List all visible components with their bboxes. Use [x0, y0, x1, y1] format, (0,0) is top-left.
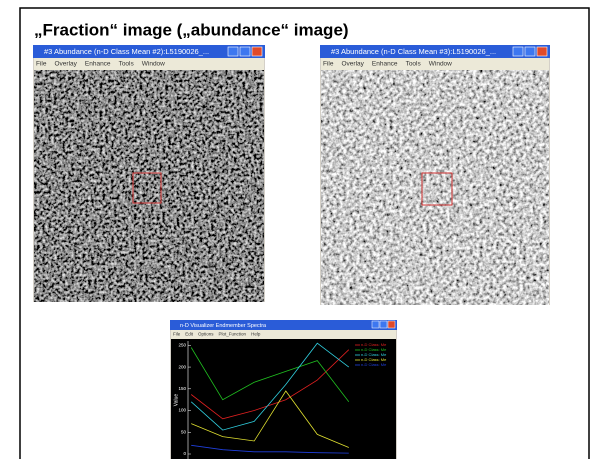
maximize-button[interactable]: [380, 321, 387, 328]
menu-item[interactable]: Tools: [119, 61, 135, 68]
y-tick-label: 100: [178, 408, 186, 413]
y-tick-label: 50: [181, 429, 187, 434]
minimize-button[interactable]: [372, 321, 379, 328]
menu-item[interactable]: Enhance: [85, 61, 111, 68]
menu-item[interactable]: Tools: [406, 61, 422, 68]
menu-item[interactable]: Enhance: [372, 61, 398, 68]
maximize-button[interactable]: [525, 47, 535, 56]
window: #3 Abundance (n-D Class Mean #3):L519002…: [320, 45, 550, 305]
maximize-button[interactable]: [240, 47, 250, 56]
window-title: n-D Visualizer Endmember Spectra: [180, 323, 267, 329]
menu-item[interactable]: File: [323, 61, 334, 68]
legend-label: n-D Class: Me: [361, 362, 387, 367]
image-texture: [321, 70, 549, 305]
menu-item[interactable]: Edit: [185, 332, 194, 337]
y-tick-label: 250: [178, 343, 186, 348]
image-texture: [34, 70, 264, 302]
window: #3 Abundance (n-D Class Mean #2):L519002…: [33, 45, 265, 302]
menu-item[interactable]: File: [173, 332, 181, 337]
minimize-button[interactable]: [513, 47, 523, 56]
menu-item[interactable]: Window: [429, 61, 452, 68]
y-axis-label: Value: [173, 394, 179, 407]
minimize-button[interactable]: [228, 47, 238, 56]
plot-window: n-D Visualizer Endmember Spectra File Edi…: [170, 320, 397, 459]
close-button[interactable]: [388, 321, 395, 328]
window-title: #3 Abundance (n-D Class Mean #3):L519002…: [331, 47, 496, 56]
y-tick-label: 150: [178, 386, 186, 391]
menu-item[interactable]: Options: [198, 332, 214, 337]
window-title: #3 Abundance (n-D Class Mean #2):L519002…: [44, 47, 209, 56]
menu-item[interactable]: Window: [142, 61, 165, 68]
menu-item[interactable]: Plot_Function: [219, 332, 247, 337]
menu-item[interactable]: File: [36, 61, 47, 68]
menu-item[interactable]: Help: [251, 332, 261, 337]
slide: „Fraction“ image („abundance“ image) #3 …: [0, 0, 611, 459]
close-button[interactable]: [252, 47, 262, 56]
menu-item[interactable]: Overlay: [341, 61, 364, 68]
y-tick-label: 200: [178, 364, 186, 369]
close-button[interactable]: [537, 47, 547, 56]
menu-item[interactable]: Overlay: [54, 61, 77, 68]
slide-title: „Fraction“ image („abundance“ image): [34, 20, 349, 39]
